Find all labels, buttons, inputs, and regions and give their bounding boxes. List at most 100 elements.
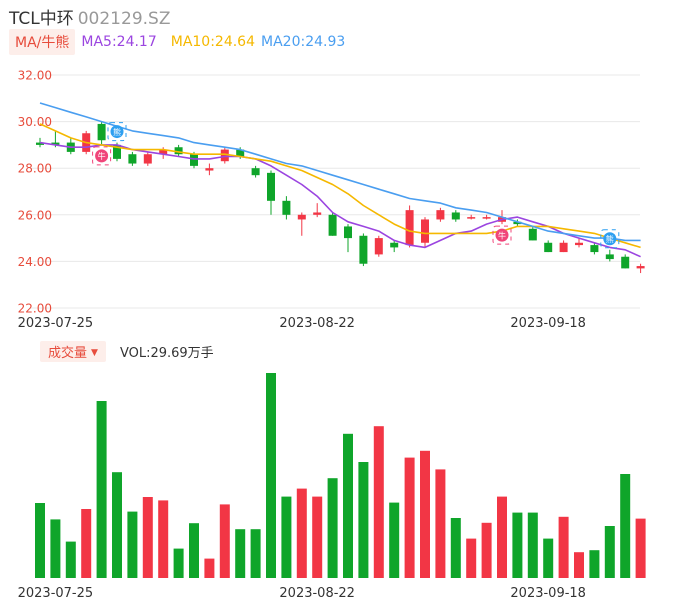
candle-body <box>467 217 476 219</box>
volume-bar <box>450 518 461 578</box>
marker-label: 牛 <box>498 230 506 240</box>
candle-body <box>390 242 399 248</box>
volume-bar <box>189 523 199 578</box>
candle-body <box>405 210 414 246</box>
volume-bar <box>296 488 307 578</box>
candle-body <box>113 144 121 159</box>
volume-bar <box>481 522 492 578</box>
candle-body <box>236 149 245 157</box>
candle-body <box>451 212 460 220</box>
candle-body <box>421 219 429 243</box>
candle <box>36 137 44 148</box>
bull-icon <box>95 149 109 163</box>
ma20-line <box>39 102 641 242</box>
volume-bar <box>466 538 477 578</box>
candle <box>359 233 368 267</box>
volume-bar <box>50 519 61 578</box>
candle <box>436 207 445 222</box>
candle <box>405 205 414 248</box>
candle <box>282 196 291 220</box>
candle-body <box>528 228 537 241</box>
candle-body <box>251 168 260 176</box>
y-tick-label: 24.00 <box>18 255 52 269</box>
bear-marker: 熊 <box>107 122 127 142</box>
volume-indicator-selector[interactable]: 成交量 ▼ <box>40 340 106 362</box>
candle-body <box>482 217 491 219</box>
volume-bar <box>250 529 261 578</box>
candle <box>590 242 599 255</box>
volume-bar <box>589 550 600 578</box>
candle-body <box>128 154 137 164</box>
candle-body <box>621 256 630 269</box>
volume-bar <box>358 462 369 578</box>
candle <box>220 147 229 164</box>
volume-bar <box>620 474 631 578</box>
volume-bar <box>435 469 446 578</box>
candle <box>390 240 399 253</box>
ma5-line <box>39 141 641 258</box>
volume-bar <box>281 496 292 578</box>
candle-body <box>344 226 352 239</box>
candle-body <box>282 200 291 215</box>
candle <box>313 203 322 218</box>
candle <box>97 121 106 145</box>
stock-code: 002129.SZ <box>77 9 171 29</box>
candle-body <box>174 147 183 155</box>
ma-indicator-selector[interactable]: MA/牛熊 <box>9 29 76 55</box>
x-tick-label: 2023-07-25 <box>18 316 94 331</box>
candle-body <box>590 245 599 253</box>
candle <box>605 249 614 262</box>
bear-icon <box>110 125 124 139</box>
volume-x-tick-label: 2023-08-22 <box>279 586 355 601</box>
ma-legend: MA/牛熊 MA5:24.17 MA10:24.64 MA20:24.93 <box>9 29 346 55</box>
candle-body <box>605 254 614 260</box>
candle <box>621 254 630 269</box>
candle <box>143 151 152 166</box>
volume-bar <box>35 503 45 578</box>
volume-bar <box>127 511 138 578</box>
candle <box>544 240 553 253</box>
dropdown-triangle-icon: ▼ <box>91 347 98 358</box>
volume-bar <box>266 373 276 578</box>
volume-bar <box>327 478 338 578</box>
candle-body <box>297 214 306 220</box>
volume-bar <box>142 497 153 578</box>
marker-label: 熊 <box>113 127 121 137</box>
volume-bar <box>343 433 353 578</box>
volume-bar <box>527 512 538 578</box>
candle <box>297 212 306 236</box>
candle-body <box>559 242 568 253</box>
candle <box>344 224 352 253</box>
candle <box>374 235 383 257</box>
y-tick-label: 32.00 <box>18 69 52 83</box>
volume-bar <box>389 502 400 578</box>
candle-body <box>359 235 368 264</box>
volume-bar <box>543 538 554 578</box>
bull-marker: 牛 <box>92 146 112 166</box>
bull-marker: 牛 <box>492 225 512 245</box>
y-tick-label: 26.00 <box>18 208 52 222</box>
ma20-value: MA20:24.93 <box>261 34 346 50</box>
marker-label: 熊 <box>606 234 614 244</box>
candle-body <box>313 212 322 215</box>
candle <box>328 212 337 236</box>
candle-body <box>51 142 60 145</box>
bear-marker: 熊 <box>600 229 620 249</box>
volume-bar <box>204 558 215 578</box>
volume-bar <box>81 509 92 578</box>
marker-label: 牛 <box>98 151 106 161</box>
candle <box>251 165 260 178</box>
bear-icon <box>603 232 617 246</box>
ma10-value: MA10:24.64 <box>170 34 256 50</box>
volume-x-tick-label: 2023-07-25 <box>18 586 94 601</box>
x-tick-label: 2023-09-18 <box>510 316 586 331</box>
x-tick-label: 2023-08-22 <box>279 316 355 331</box>
volume-bar <box>96 401 107 578</box>
stock-name: TCL中环 <box>9 9 74 29</box>
volume-x-tick-label: 2023-09-18 <box>510 586 586 601</box>
ma5-value: MA5:24.17 <box>81 34 157 50</box>
volume-bar <box>558 516 569 578</box>
candle <box>451 210 460 222</box>
candle <box>482 214 491 220</box>
